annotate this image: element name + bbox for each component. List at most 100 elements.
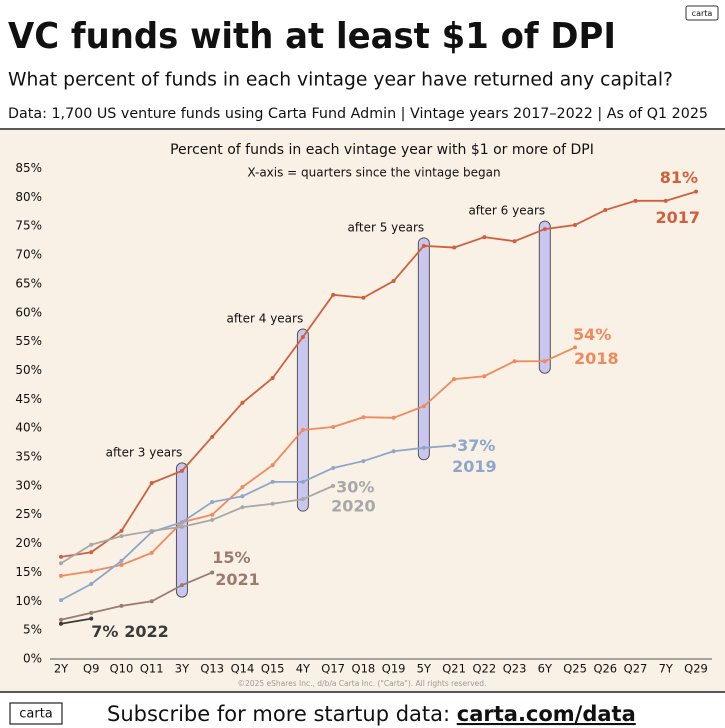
cta: Subscribe for more startup data: carta.c… [107, 702, 636, 726]
point [331, 425, 336, 430]
y-tick-label: 65% [15, 276, 42, 290]
y-tick-label: 45% [15, 392, 42, 406]
x-tick-label: Q29 [684, 662, 708, 676]
point [59, 573, 63, 578]
series-line [60, 444, 455, 601]
point [452, 377, 457, 382]
series-line [60, 190, 697, 558]
annotation: after 5 years [348, 220, 425, 234]
point [512, 359, 517, 364]
series-name: 2019 [452, 457, 497, 476]
point [59, 554, 63, 559]
value-label: 37% [457, 436, 495, 455]
x-tick-label: Q27 [624, 662, 648, 676]
point [482, 235, 487, 240]
badge: carta [692, 9, 713, 18]
value-label: 7% [91, 622, 118, 641]
point [300, 427, 305, 432]
badge-box [685, 5, 719, 21]
series-line [60, 571, 213, 621]
point [240, 485, 245, 490]
point [179, 520, 184, 525]
y-tick-label: 10% [15, 594, 42, 608]
point [663, 198, 668, 203]
series-name: 2017 [655, 208, 700, 227]
point [573, 345, 578, 350]
point [421, 404, 426, 409]
point [331, 465, 336, 470]
point [210, 500, 215, 505]
y-tick-label: 70% [15, 248, 42, 262]
series-name: 2020 [331, 496, 376, 515]
point [149, 480, 154, 485]
logo-box [9, 702, 63, 725]
point [119, 534, 124, 539]
annotation: after 6 years [468, 204, 545, 218]
point [179, 468, 184, 473]
point [89, 610, 94, 615]
cta-link[interactable]: carta.com/data [457, 702, 636, 726]
point [179, 524, 184, 529]
y-tick-label: 25% [15, 507, 42, 521]
x-tick-label: Q26 [593, 662, 617, 676]
point [89, 542, 94, 547]
point [361, 295, 366, 300]
point [270, 501, 275, 506]
y-tick-label: 0% [23, 652, 42, 666]
series-name: 2018 [574, 349, 619, 368]
point [270, 479, 275, 484]
point [89, 569, 94, 574]
point [391, 415, 396, 420]
point [270, 463, 275, 468]
point [59, 598, 63, 603]
value-label: 54% [573, 325, 611, 344]
source: Data: 1,700 US venture funds using Carta… [8, 106, 708, 122]
cta-text: Subscribe for more startup data: [107, 702, 457, 726]
point [240, 400, 245, 405]
x-tick-label: Q17 [321, 662, 345, 676]
series-name: 2022 [124, 622, 169, 641]
point [149, 550, 154, 555]
value-label: 30% [336, 477, 374, 496]
point [210, 512, 215, 517]
value-label: 15% [212, 548, 250, 567]
point [452, 245, 457, 250]
x-tick-label: Q23 [503, 662, 527, 676]
subtitle: What percent of funds in each vintage ye… [8, 69, 673, 91]
point [482, 374, 487, 379]
x-tick-label: 3Y [175, 662, 190, 676]
point [119, 562, 124, 567]
x-tick-label: Q19 [382, 662, 406, 676]
x-tick-label: Q21 [442, 662, 466, 676]
x-tick-label: Q15 [261, 662, 285, 676]
annotation: after 4 years [227, 312, 304, 326]
point [179, 583, 184, 588]
point [210, 517, 215, 522]
point [603, 208, 608, 213]
point [421, 445, 426, 450]
y-tick-label: 5% [23, 623, 42, 637]
y-tick-label: 75% [15, 219, 42, 233]
x-tick-label: Q22 [472, 662, 496, 676]
chart-background [0, 130, 725, 692]
y-tick-label: 50% [15, 363, 42, 377]
point [89, 581, 94, 586]
point [119, 603, 124, 608]
x-tick-label: 6Y [538, 662, 553, 676]
x-tick-label: 7Y [659, 662, 674, 676]
x-tick-label: Q14 [231, 662, 255, 676]
point [331, 483, 336, 488]
value-label: 81% [660, 168, 698, 187]
series-name: 2021 [215, 570, 260, 589]
x-tick-label: Q13 [200, 662, 224, 676]
highlight-capsule [417, 237, 430, 461]
x-tick-label: Q9 [83, 662, 99, 676]
y-tick-label: 20% [15, 536, 42, 550]
point [149, 528, 154, 533]
point [59, 621, 63, 626]
series-line [60, 346, 576, 577]
point [361, 459, 366, 464]
point [240, 494, 245, 499]
point [391, 279, 396, 284]
